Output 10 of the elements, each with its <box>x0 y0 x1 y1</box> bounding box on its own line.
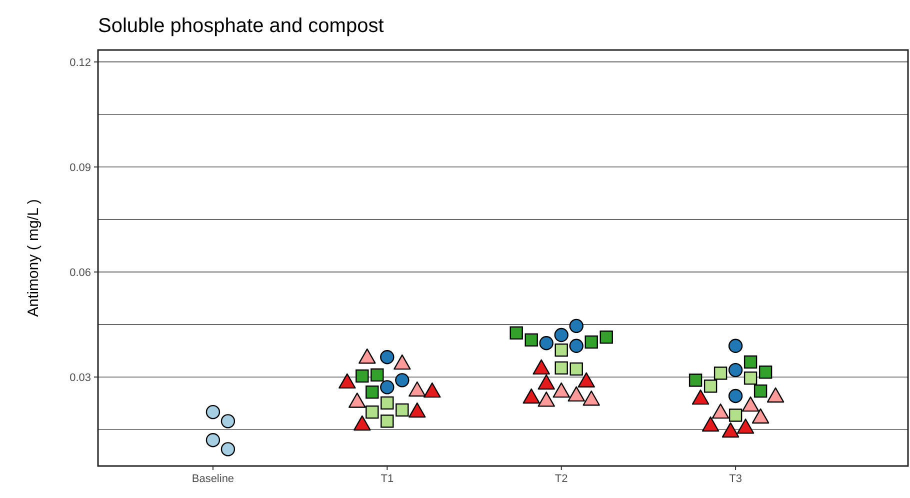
x-tick-label: T2 <box>554 473 568 485</box>
y-tick-label: 0.09 <box>70 162 91 174</box>
x-tick-label: T3 <box>729 473 742 485</box>
y-tick-label: 0.03 <box>70 372 91 384</box>
x-tick-label: Baseline <box>192 473 234 485</box>
y-axis-title: Antimony ( mg/L ) <box>25 199 42 317</box>
y-tick-label: 0.12 <box>70 56 91 69</box>
y-tick-label: 0.06 <box>70 266 91 279</box>
x-tick-label: T1 <box>380 473 394 485</box>
chart-title: Soluble phosphate and compost <box>98 15 384 37</box>
